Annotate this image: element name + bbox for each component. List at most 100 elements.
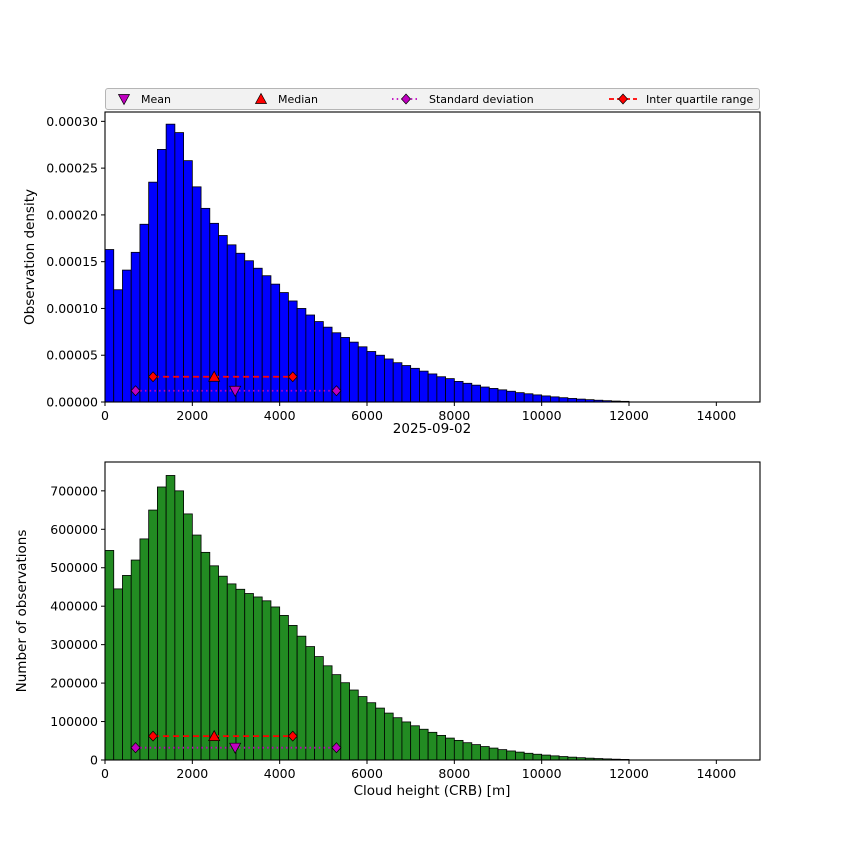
- histogram-bar: [445, 737, 455, 761]
- histogram-bar: [471, 744, 481, 761]
- histogram-bar: [104, 249, 115, 403]
- histogram-bar: [532, 394, 543, 403]
- histogram-bar: [244, 593, 254, 761]
- histogram-bar: [174, 132, 185, 403]
- histogram-bar: [200, 551, 211, 761]
- y-tick-label: 0.00020: [46, 207, 98, 222]
- histogram-bar: [104, 550, 115, 761]
- histogram-bar: [218, 575, 228, 761]
- histogram-bar: [122, 575, 132, 761]
- histogram-bar: [191, 534, 202, 761]
- x-tick-label: 12000: [609, 766, 649, 781]
- histogram-bar: [392, 362, 403, 403]
- histogram-bar: [384, 358, 394, 403]
- x-tick-label: 0: [101, 408, 109, 423]
- legend-triangle-up-icon: [254, 92, 268, 104]
- histogram-bar: [244, 260, 254, 403]
- top-x-axis-label: 2025-09-02: [392, 421, 472, 437]
- histogram-bar: [235, 588, 246, 761]
- histogram-bar: [480, 746, 490, 761]
- histogram-bar: [287, 300, 298, 403]
- histogram-bar: [515, 392, 525, 403]
- histogram-bar: [113, 289, 123, 403]
- y-tick-label: 0.00010: [46, 301, 98, 316]
- histogram-bar: [462, 742, 473, 761]
- histogram-bar: [453, 739, 464, 761]
- histogram-bar: [418, 370, 429, 403]
- legend-item-standard-deviation: Standard deviation: [392, 93, 534, 106]
- histogram-bar: [165, 123, 176, 403]
- histogram-bar: [453, 381, 464, 403]
- histogram-bar: [410, 725, 420, 761]
- median-marker: [208, 370, 221, 382]
- histogram-bar: [165, 475, 176, 761]
- histogram-bar: [506, 750, 516, 761]
- histogram-bar: [122, 269, 132, 403]
- median-marker: [208, 729, 221, 742]
- histogram-bar: [191, 186, 202, 403]
- observation-count-histogram: 0 2000 4000 6000 8000 10000 12000 14000 0 100000 2…: [50, 461, 761, 781]
- histogram-bar: [401, 721, 412, 761]
- histogram-bar: [523, 752, 534, 761]
- top-y-axis-label: Observation density: [22, 189, 38, 325]
- histogram-bar: [401, 365, 412, 403]
- observation-density-histogram: 0 2000 4000 6000 8000 10000 12000 14000 0.00000 0…: [46, 111, 761, 423]
- y-tick-label: 200000: [50, 676, 98, 691]
- histogram-bar: [130, 559, 141, 761]
- histogram-bar: [270, 283, 281, 403]
- x-tick-label: 14000: [696, 766, 736, 781]
- histogram-bar: [523, 393, 534, 403]
- histogram-bar: [541, 395, 551, 403]
- histogram-bar: [375, 354, 385, 403]
- legend: Mean Median Standard deviation Inter quarti…: [105, 88, 760, 110]
- histogram-bar: [497, 389, 508, 403]
- mean-marker: [229, 385, 242, 398]
- axes-frame: [104, 461, 761, 761]
- std-low-marker: [130, 742, 141, 754]
- histogram-bar: [156, 486, 167, 761]
- histogram-bar: [436, 376, 447, 403]
- histogram-bar: [462, 382, 473, 403]
- std-low-marker: [130, 385, 141, 397]
- histogram-bar: [488, 388, 499, 403]
- histogram-bar: [139, 223, 150, 403]
- x-tick-label: 12000: [609, 408, 649, 423]
- y-tick-label: 300000: [50, 637, 98, 652]
- histogram-bar: [305, 314, 316, 403]
- y-tick-label: 0.00025: [46, 161, 98, 176]
- histogram-bar: [357, 346, 368, 403]
- histogram-bar: [148, 181, 158, 403]
- histogram-bar: [550, 396, 560, 403]
- histogram-bar: [532, 753, 543, 761]
- histogram-bar: [357, 696, 368, 761]
- legend-triangle-down-icon: [117, 94, 131, 106]
- y-tick-label: 0: [90, 753, 98, 768]
- histogram-bar: [558, 397, 569, 403]
- std-high-marker: [331, 385, 342, 397]
- y-tick-label: 100000: [50, 714, 98, 729]
- y-tick-label: 0.00015: [46, 254, 98, 269]
- legend-label: Median: [278, 93, 318, 106]
- histogram-bar: [148, 509, 158, 761]
- histogram-bar: [174, 490, 185, 761]
- bottom-x-axis-label: Cloud height (CRB) [m]: [353, 783, 511, 799]
- histogram-bar: [305, 646, 316, 761]
- histogram-bar: [113, 588, 123, 761]
- x-tick-label: 14000: [696, 408, 736, 423]
- histogram-bar: [322, 665, 333, 761]
- histogram-bar: [550, 755, 560, 761]
- histogram-bar: [183, 160, 193, 403]
- legend-item-median: Median: [254, 92, 318, 106]
- histogram-bar: [349, 689, 359, 761]
- histogram-bar: [314, 656, 324, 761]
- histogram-bar: [541, 754, 551, 761]
- histogram-bar: [253, 267, 263, 403]
- std-high-marker: [331, 742, 342, 754]
- x-tick-label: 2000: [176, 408, 208, 423]
- bottom-y-axis-label: Number of observations: [14, 529, 30, 693]
- mean-marker: [229, 742, 242, 754]
- legend-diamond-icon: [618, 93, 628, 105]
- iqr-high-marker: [287, 730, 298, 742]
